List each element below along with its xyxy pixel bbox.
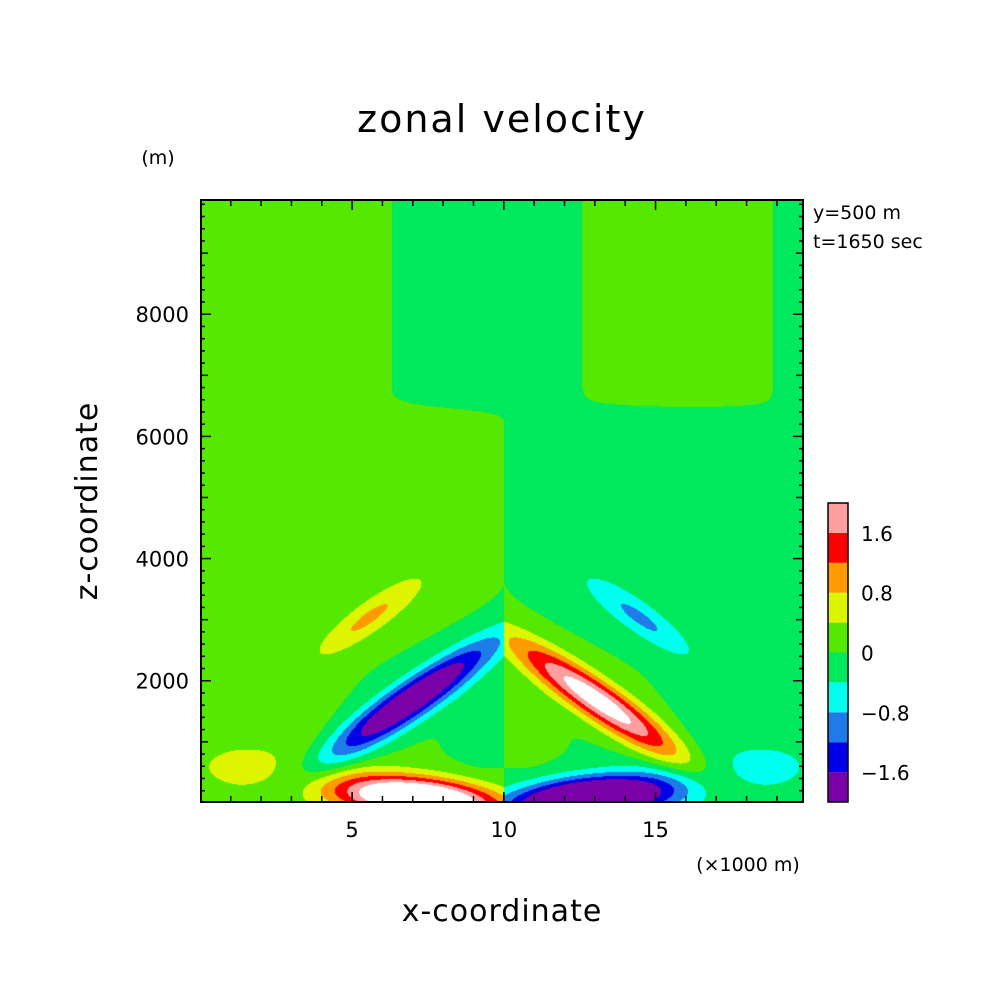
- x-tick-label: 5: [345, 818, 358, 842]
- colorbar-tick-label: −0.8: [861, 701, 910, 725]
- y-tick-label: 6000: [136, 425, 189, 449]
- colorbar-tick-label: 0: [861, 642, 874, 666]
- colorbar-swatch: [828, 772, 848, 802]
- y-tick-label: 2000: [136, 670, 189, 694]
- y-tick-label: 4000: [136, 548, 189, 572]
- colorbar-swatch: [828, 682, 848, 713]
- x-axis-title: x-coordinate: [402, 894, 603, 929]
- colorbar-swatch: [828, 503, 848, 533]
- colorbar-swatch: [828, 712, 848, 743]
- colorbar-swatch: [828, 592, 848, 623]
- y-position-annotation: y=500 m: [813, 202, 901, 224]
- chart-title: zonal velocity: [357, 97, 647, 141]
- colorbar-swatch: [828, 562, 848, 593]
- time-annotation: t=1650 sec: [813, 231, 923, 253]
- colorbar-swatch: [828, 532, 848, 563]
- y-axis: 2000 4000 6000 8000: [136, 203, 803, 792]
- x-unit-label: (×1000 m): [696, 854, 800, 876]
- x-tick-label: 15: [642, 818, 669, 842]
- colorbar-tick-label: 0.8: [861, 582, 893, 606]
- y-axis-title: z-coordinate: [70, 402, 105, 601]
- plot-frame: [200, 199, 804, 803]
- colorbar-swatch: [828, 742, 848, 773]
- colorbar-frame: [827, 502, 849, 803]
- x-tick-label: 10: [490, 818, 517, 842]
- colorbar: 1.6 0.8 0 −0.8 −1.6: [827, 502, 910, 803]
- colorbar-tick-label: −1.6: [861, 761, 910, 785]
- x-axis: 5 10 15: [229, 200, 778, 842]
- y-tick-label: 8000: [136, 303, 189, 327]
- colorbar-swatch: [828, 652, 848, 683]
- y-unit-label: (m): [141, 147, 174, 169]
- colorbar-swatch: [828, 622, 848, 653]
- colorbar-tick-label: 1.6: [861, 522, 893, 546]
- heatmap-field: [201, 200, 803, 802]
